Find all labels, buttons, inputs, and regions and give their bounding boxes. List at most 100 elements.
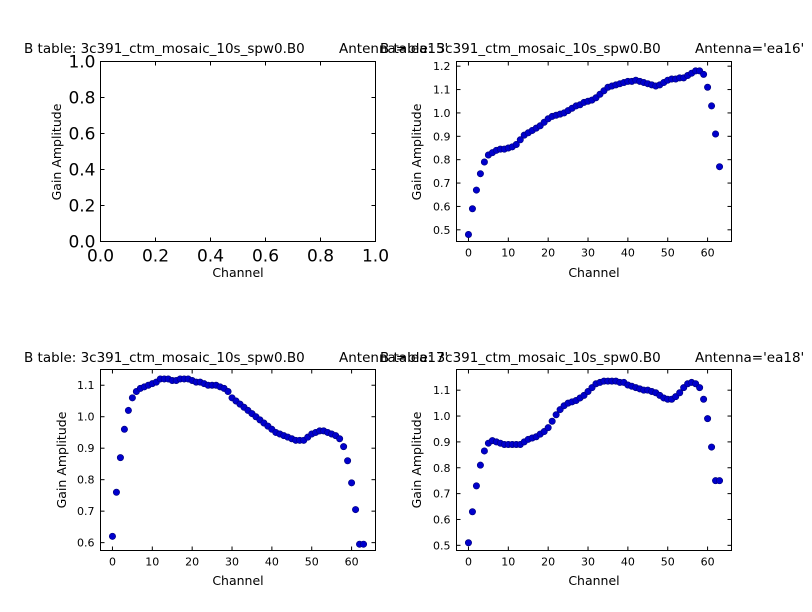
data-point bbox=[512, 140, 520, 148]
panel-title-right: Antenna='ea15' bbox=[339, 41, 448, 57]
data-point bbox=[464, 230, 472, 238]
x-tick-label: 0.8 bbox=[307, 247, 334, 267]
y-tick-label: 1.2 bbox=[433, 60, 451, 73]
x-axis-label: Channel bbox=[212, 573, 263, 588]
data-point bbox=[712, 130, 720, 138]
plot-frame bbox=[456, 61, 732, 242]
x-tick-label: 0 bbox=[465, 556, 472, 569]
x-tick-label: 50 bbox=[305, 556, 319, 569]
y-axis-label: Gain Amplitude bbox=[409, 103, 424, 200]
y-tick-label: 0.8 bbox=[433, 154, 451, 167]
x-axis-label: Channel bbox=[568, 573, 619, 588]
data-point bbox=[476, 170, 484, 178]
y-axis-label: Gain Amplitude bbox=[409, 411, 424, 508]
tick-layer: 0.0 0.2 0.4 0.6 0.8 1.0 0.0 0.2 0.4 0.6 0.8 1.0 bbox=[68, 53, 389, 267]
y-tick-label: 0.9 bbox=[433, 130, 451, 143]
panel-title-left: B table: 3c391_ctm_mosaic_10s_spw0.B0 bbox=[380, 350, 661, 366]
x-tick-label: 20 bbox=[185, 556, 199, 569]
data-point bbox=[340, 443, 348, 451]
y-tick-label: 0.6 bbox=[77, 537, 95, 550]
panel-title-left: B table: 3c391_ctm_mosaic_10s_spw0.B0 bbox=[24, 41, 305, 57]
data-point bbox=[704, 83, 712, 91]
panel-bottom-right: B table: 3c391_ctm_mosaic_10s_spw0.B0 An… bbox=[380, 350, 804, 588]
y-tick-label: 0.9 bbox=[433, 436, 451, 449]
x-tick-label: 0.6 bbox=[252, 247, 279, 267]
x-tick-label: 40 bbox=[265, 556, 279, 569]
marker-layer bbox=[464, 377, 724, 547]
x-tick-label: 30 bbox=[225, 556, 239, 569]
data-point bbox=[480, 447, 488, 455]
x-tick-label: 10 bbox=[145, 556, 159, 569]
x-tick-label: 30 bbox=[581, 556, 595, 569]
panel-top-left: B table: 3c391_ctm_mosaic_10s_spw0.B0 An… bbox=[24, 41, 448, 280]
y-tick-label: 1.1 bbox=[77, 379, 95, 392]
data-point bbox=[472, 482, 480, 490]
x-tick-label: 0.4 bbox=[197, 247, 224, 267]
data-point bbox=[700, 395, 708, 403]
data-point bbox=[224, 388, 232, 396]
data-point bbox=[124, 406, 132, 414]
data-point bbox=[112, 488, 120, 496]
data-point bbox=[552, 411, 560, 419]
y-tick-label: 0.4 bbox=[68, 161, 95, 181]
tick-layer: 0 10 20 30 40 50 60 0.6 0.7 0.8 0.9 1.0 1.1 bbox=[77, 369, 376, 569]
data-point bbox=[516, 136, 524, 144]
tick-layer: 0 10 20 30 40 50 60 0.5 0.6 0.7 0.8 0.9 1.0 1.1 bbox=[433, 369, 732, 569]
y-tick-label: 1.0 bbox=[433, 410, 451, 423]
x-tick-label: 30 bbox=[581, 247, 595, 260]
panel-title-left: B table: 3c391_ctm_mosaic_10s_spw0.B0 bbox=[380, 41, 661, 57]
data-point bbox=[476, 461, 484, 469]
panel-bottom-left: B table: 3c391_ctm_mosaic_10s_spw0.B0 An… bbox=[24, 350, 448, 588]
data-point bbox=[360, 540, 368, 548]
plot-frame bbox=[100, 61, 376, 242]
y-axis-label: Gain Amplitude bbox=[54, 411, 69, 508]
x-tick-label: 1.0 bbox=[362, 247, 389, 267]
data-point bbox=[676, 389, 684, 397]
data-point bbox=[544, 424, 552, 432]
data-point bbox=[716, 477, 724, 485]
x-axis-label: Channel bbox=[212, 265, 263, 280]
tick-layer: 0 10 20 30 40 50 60 0.5 0.6 0.7 0.8 0.9 1.0 1.1 1.2 bbox=[433, 60, 732, 260]
x-tick-label: 40 bbox=[621, 247, 635, 260]
x-tick-label: 40 bbox=[621, 556, 635, 569]
data-point bbox=[336, 435, 344, 443]
x-tick-label: 20 bbox=[541, 247, 555, 260]
marker-layer bbox=[108, 375, 368, 548]
y-tick-label: 0.5 bbox=[433, 224, 451, 237]
y-tick-label: 0.8 bbox=[77, 474, 95, 487]
y-tick-label: 0.6 bbox=[68, 125, 95, 145]
y-tick-label: 1.1 bbox=[433, 384, 451, 397]
data-point bbox=[708, 443, 716, 451]
data-point bbox=[468, 205, 476, 213]
y-tick-label: 0.6 bbox=[433, 200, 451, 213]
y-tick-label: 1.1 bbox=[433, 84, 451, 97]
y-tick-label: 0.5 bbox=[433, 539, 451, 552]
data-point bbox=[704, 415, 712, 423]
data-point bbox=[700, 70, 708, 78]
x-tick-label: 0.2 bbox=[142, 247, 169, 267]
x-tick-label: 0 bbox=[109, 556, 116, 569]
y-tick-label: 0.7 bbox=[433, 488, 451, 501]
panel-title-right: Antenna='ea18' bbox=[695, 350, 804, 366]
plot-frame bbox=[456, 369, 732, 551]
y-tick-label: 1.0 bbox=[68, 53, 95, 73]
y-tick-label: 1.0 bbox=[77, 411, 95, 424]
y-tick-label: 0.7 bbox=[77, 505, 95, 518]
x-tick-label: 50 bbox=[661, 247, 675, 260]
data-point bbox=[352, 506, 360, 514]
x-tick-label: 0 bbox=[465, 247, 472, 260]
x-tick-label: 20 bbox=[541, 556, 555, 569]
y-tick-label: 0.8 bbox=[68, 89, 95, 109]
data-point bbox=[116, 454, 124, 462]
panel-title-left: B table: 3c391_ctm_mosaic_10s_spw0.B0 bbox=[24, 350, 305, 366]
data-point bbox=[344, 457, 352, 465]
panel-title-right: Antenna='ea16' bbox=[695, 41, 804, 57]
y-axis-label: Gain Amplitude bbox=[49, 103, 64, 200]
data-point bbox=[548, 417, 556, 425]
data-point bbox=[128, 394, 136, 402]
data-point bbox=[480, 158, 488, 166]
panel-title-right: Antenna='ea17' bbox=[339, 350, 448, 366]
y-tick-label: 0.2 bbox=[68, 197, 95, 217]
